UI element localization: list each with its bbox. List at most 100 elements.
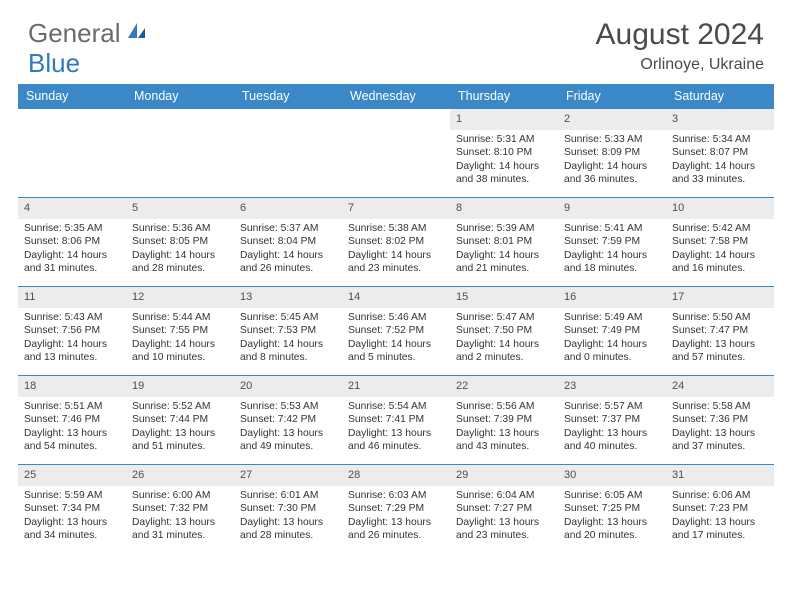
sunrise-text: Sunrise: 5:44 AM — [132, 311, 228, 325]
day-number: 13 — [234, 287, 342, 308]
calendar-cell: 30Sunrise: 6:05 AMSunset: 7:25 PMDayligh… — [558, 465, 666, 553]
calendar-cell: 15Sunrise: 5:47 AMSunset: 7:50 PMDayligh… — [450, 287, 558, 375]
day-number: 6 — [234, 198, 342, 219]
day-number: 20 — [234, 376, 342, 397]
day-number: 24 — [666, 376, 774, 397]
sunrise-text: Sunrise: 5:33 AM — [564, 133, 660, 147]
daylight-text: Daylight: 14 hours and 13 minutes. — [24, 338, 120, 365]
calendar-cell: 22Sunrise: 5:56 AMSunset: 7:39 PMDayligh… — [450, 376, 558, 464]
calendar-cell: 8Sunrise: 5:39 AMSunset: 8:01 PMDaylight… — [450, 198, 558, 286]
daylight-text: Daylight: 14 hours and 36 minutes. — [564, 160, 660, 187]
day-number: 2 — [558, 109, 666, 130]
daylight-text: Daylight: 13 hours and 40 minutes. — [564, 427, 660, 454]
day-number: 11 — [18, 287, 126, 308]
sunset-text: Sunset: 8:09 PM — [564, 146, 660, 160]
sunrise-text: Sunrise: 6:06 AM — [672, 489, 768, 503]
calendar-cell: 18Sunrise: 5:51 AMSunset: 7:46 PMDayligh… — [18, 376, 126, 464]
day-number: 25 — [18, 465, 126, 486]
daylight-text: Daylight: 13 hours and 28 minutes. — [240, 516, 336, 543]
day-number: 4 — [18, 198, 126, 219]
day-number — [234, 109, 342, 130]
day-details: Sunrise: 5:38 AMSunset: 8:02 PMDaylight:… — [342, 219, 450, 282]
day-number — [18, 109, 126, 130]
daylight-text: Daylight: 14 hours and 21 minutes. — [456, 249, 552, 276]
sunset-text: Sunset: 7:53 PM — [240, 324, 336, 338]
location-label: Orlinoye, Ukraine — [596, 56, 764, 74]
calendar-cell: 26Sunrise: 6:00 AMSunset: 7:32 PMDayligh… — [126, 465, 234, 553]
sunset-text: Sunset: 8:10 PM — [456, 146, 552, 160]
calendar-cell: 10Sunrise: 5:42 AMSunset: 7:58 PMDayligh… — [666, 198, 774, 286]
day-details: Sunrise: 5:37 AMSunset: 8:04 PMDaylight:… — [234, 219, 342, 282]
daylight-text: Daylight: 14 hours and 26 minutes. — [240, 249, 336, 276]
daylight-text: Daylight: 13 hours and 37 minutes. — [672, 427, 768, 454]
logo-text-blue: Blue — [28, 48, 80, 79]
sunset-text: Sunset: 7:41 PM — [348, 413, 444, 427]
day-number: 15 — [450, 287, 558, 308]
sunset-text: Sunset: 7:56 PM — [24, 324, 120, 338]
sunrise-text: Sunrise: 6:01 AM — [240, 489, 336, 503]
calendar-week: 1Sunrise: 5:31 AMSunset: 8:10 PMDaylight… — [18, 108, 774, 197]
day-details: Sunrise: 5:57 AMSunset: 7:37 PMDaylight:… — [558, 397, 666, 460]
day-number — [342, 109, 450, 130]
calendar-cell: 21Sunrise: 5:54 AMSunset: 7:41 PMDayligh… — [342, 376, 450, 464]
calendar-cell — [126, 109, 234, 197]
daylight-text: Daylight: 13 hours and 20 minutes. — [564, 516, 660, 543]
daylight-text: Daylight: 13 hours and 49 minutes. — [240, 427, 336, 454]
day-number: 16 — [558, 287, 666, 308]
day-number: 31 — [666, 465, 774, 486]
sunset-text: Sunset: 8:02 PM — [348, 235, 444, 249]
daylight-text: Daylight: 14 hours and 28 minutes. — [132, 249, 228, 276]
calendar-cell: 25Sunrise: 5:59 AMSunset: 7:34 PMDayligh… — [18, 465, 126, 553]
day-details: Sunrise: 5:46 AMSunset: 7:52 PMDaylight:… — [342, 308, 450, 371]
day-details: Sunrise: 5:50 AMSunset: 7:47 PMDaylight:… — [666, 308, 774, 371]
sunrise-text: Sunrise: 6:04 AM — [456, 489, 552, 503]
sunrise-text: Sunrise: 6:00 AM — [132, 489, 228, 503]
sunset-text: Sunset: 8:05 PM — [132, 235, 228, 249]
day-details: Sunrise: 6:03 AMSunset: 7:29 PMDaylight:… — [342, 486, 450, 549]
calendar-cell: 12Sunrise: 5:44 AMSunset: 7:55 PMDayligh… — [126, 287, 234, 375]
day-details: Sunrise: 5:58 AMSunset: 7:36 PMDaylight:… — [666, 397, 774, 460]
sunrise-text: Sunrise: 5:35 AM — [24, 222, 120, 236]
sunrise-text: Sunrise: 5:31 AM — [456, 133, 552, 147]
day-details: Sunrise: 5:53 AMSunset: 7:42 PMDaylight:… — [234, 397, 342, 460]
calendar-cell: 31Sunrise: 6:06 AMSunset: 7:23 PMDayligh… — [666, 465, 774, 553]
weekday-header: Sunday Monday Tuesday Wednesday Thursday… — [18, 84, 774, 108]
sunset-text: Sunset: 7:49 PM — [564, 324, 660, 338]
calendar-cell: 13Sunrise: 5:45 AMSunset: 7:53 PMDayligh… — [234, 287, 342, 375]
day-details: Sunrise: 5:35 AMSunset: 8:06 PMDaylight:… — [18, 219, 126, 282]
sunrise-text: Sunrise: 5:49 AM — [564, 311, 660, 325]
daylight-text: Daylight: 13 hours and 57 minutes. — [672, 338, 768, 365]
sunset-text: Sunset: 7:30 PM — [240, 502, 336, 516]
weekday-label: Thursday — [450, 84, 558, 108]
daylight-text: Daylight: 13 hours and 46 minutes. — [348, 427, 444, 454]
day-details: Sunrise: 6:00 AMSunset: 7:32 PMDaylight:… — [126, 486, 234, 549]
sunrise-text: Sunrise: 5:50 AM — [672, 311, 768, 325]
day-details: Sunrise: 6:05 AMSunset: 7:25 PMDaylight:… — [558, 486, 666, 549]
day-details: Sunrise: 6:06 AMSunset: 7:23 PMDaylight:… — [666, 486, 774, 549]
daylight-text: Daylight: 13 hours and 26 minutes. — [348, 516, 444, 543]
calendar-cell: 29Sunrise: 6:04 AMSunset: 7:27 PMDayligh… — [450, 465, 558, 553]
day-details: Sunrise: 5:56 AMSunset: 7:39 PMDaylight:… — [450, 397, 558, 460]
sunset-text: Sunset: 7:32 PM — [132, 502, 228, 516]
day-number: 30 — [558, 465, 666, 486]
sunrise-text: Sunrise: 5:46 AM — [348, 311, 444, 325]
sunset-text: Sunset: 7:29 PM — [348, 502, 444, 516]
day-details — [126, 130, 234, 139]
sunset-text: Sunset: 7:58 PM — [672, 235, 768, 249]
logo-text-general: General — [28, 18, 121, 49]
day-number: 9 — [558, 198, 666, 219]
day-number: 27 — [234, 465, 342, 486]
weekday-label: Wednesday — [342, 84, 450, 108]
day-number: 14 — [342, 287, 450, 308]
calendar-cell — [18, 109, 126, 197]
sunrise-text: Sunrise: 5:42 AM — [672, 222, 768, 236]
sunrise-text: Sunrise: 5:56 AM — [456, 400, 552, 414]
daylight-text: Daylight: 14 hours and 23 minutes. — [348, 249, 444, 276]
sunrise-text: Sunrise: 5:52 AM — [132, 400, 228, 414]
daylight-text: Daylight: 14 hours and 5 minutes. — [348, 338, 444, 365]
day-number: 12 — [126, 287, 234, 308]
sunrise-text: Sunrise: 6:05 AM — [564, 489, 660, 503]
weekday-label: Friday — [558, 84, 666, 108]
weekday-label: Saturday — [666, 84, 774, 108]
calendar-cell: 11Sunrise: 5:43 AMSunset: 7:56 PMDayligh… — [18, 287, 126, 375]
